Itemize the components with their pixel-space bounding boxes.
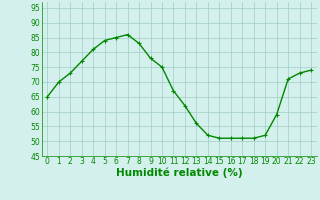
X-axis label: Humidité relative (%): Humidité relative (%) [116,168,243,178]
